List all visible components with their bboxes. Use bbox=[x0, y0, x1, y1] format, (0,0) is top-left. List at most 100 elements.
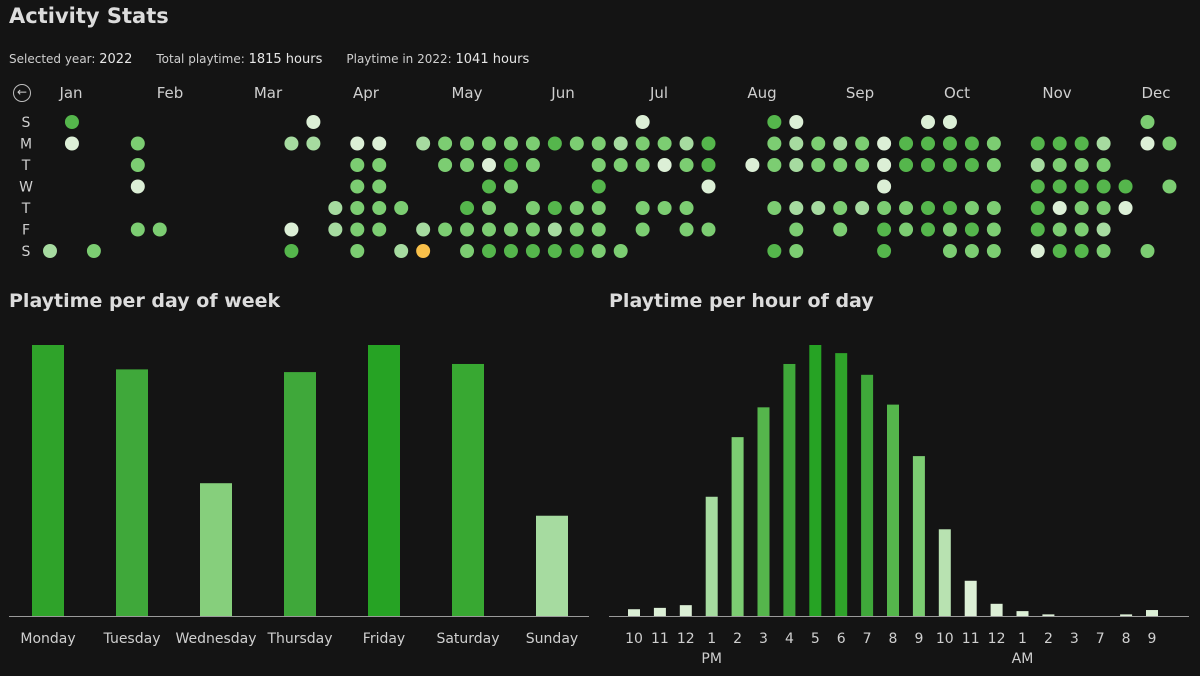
day-cell bbox=[591, 201, 606, 215]
day-cell bbox=[591, 136, 606, 151]
day-cell bbox=[547, 222, 562, 237]
day-cell bbox=[350, 222, 365, 237]
bar bbox=[887, 404, 899, 616]
day-cell bbox=[569, 201, 584, 215]
stats-row: Selected year: 2022 Total playtime: 1815… bbox=[9, 52, 529, 67]
hour-of-day-title: Playtime per hour of day bbox=[609, 290, 874, 312]
day-cell bbox=[1096, 201, 1111, 215]
x-tick-label: 5 bbox=[811, 631, 820, 647]
day-cell bbox=[1074, 222, 1089, 237]
day-cell bbox=[679, 201, 694, 215]
day-cell bbox=[986, 158, 1001, 172]
x-tick-label: 8 bbox=[1122, 631, 1131, 647]
month-label: Mar bbox=[254, 84, 283, 102]
day-cell bbox=[942, 158, 957, 172]
total-playtime-value: 1815 hours bbox=[248, 52, 323, 67]
x-tick-label: 2 bbox=[733, 631, 742, 647]
day-cell bbox=[372, 158, 387, 172]
day-cell bbox=[547, 244, 562, 258]
x-tick-label: 11 bbox=[962, 631, 980, 647]
day-cell bbox=[986, 201, 1001, 215]
x-tick-label: 1 bbox=[707, 631, 716, 647]
day-cell bbox=[679, 158, 694, 172]
selected-year-label: Selected year: bbox=[9, 52, 96, 66]
day-cell bbox=[525, 222, 540, 237]
x-tick-label: Friday bbox=[363, 631, 405, 647]
day-cell bbox=[591, 158, 606, 172]
day-cell bbox=[986, 222, 1001, 237]
day-cell bbox=[811, 136, 826, 151]
day-cell bbox=[460, 136, 475, 151]
bar bbox=[861, 374, 874, 616]
x-tick-label: 10 bbox=[625, 631, 643, 647]
day-cell bbox=[503, 222, 518, 237]
bar bbox=[1042, 614, 1055, 616]
day-cell bbox=[1030, 244, 1045, 258]
arrow-left-icon[interactable]: ← bbox=[13, 84, 31, 102]
day-cell bbox=[745, 158, 760, 172]
day-cell bbox=[525, 244, 540, 258]
year-playtime-stat: Playtime in 2022: 1041 hours bbox=[346, 52, 529, 67]
day-cell bbox=[701, 136, 716, 151]
day-cell bbox=[1052, 222, 1067, 237]
x-tick-label: Wednesday bbox=[175, 631, 256, 647]
day-cell bbox=[942, 201, 957, 215]
month-label: Oct bbox=[944, 84, 970, 102]
day-cell bbox=[547, 136, 562, 151]
month-label: Dec bbox=[1141, 84, 1170, 102]
bar bbox=[1016, 611, 1029, 616]
day-cell bbox=[701, 158, 716, 172]
day-cell bbox=[328, 201, 343, 215]
month-label: Jun bbox=[550, 84, 574, 102]
day-cell bbox=[1052, 201, 1067, 215]
day-cell bbox=[877, 158, 892, 172]
day-cell bbox=[482, 222, 496, 237]
day-cell bbox=[613, 136, 628, 151]
bar bbox=[964, 580, 977, 616]
bar bbox=[705, 496, 718, 616]
day-cell bbox=[372, 179, 387, 194]
day-cell bbox=[921, 201, 935, 215]
day-cell bbox=[833, 201, 848, 215]
x-tick-label: 4 bbox=[785, 631, 794, 647]
day-cell bbox=[899, 201, 914, 215]
hour-of-day-chart: 10 11 12 1 2 3 4 5 6 7 8 9 10 11 12 1 2 3 7 8 9PM AM bbox=[609, 345, 1189, 665]
day-cell bbox=[767, 115, 782, 129]
day-cell bbox=[1140, 136, 1155, 151]
day-cell bbox=[591, 244, 606, 258]
day-cell bbox=[1118, 179, 1133, 194]
bar bbox=[757, 407, 770, 616]
day-cell bbox=[986, 136, 1001, 151]
day-cell bbox=[350, 179, 365, 194]
day-cell bbox=[482, 244, 496, 258]
day-cell bbox=[657, 201, 672, 215]
day-cell bbox=[1030, 201, 1045, 215]
day-cell bbox=[877, 136, 892, 151]
day-cell bbox=[1074, 201, 1089, 215]
day-cell bbox=[284, 222, 299, 237]
selected-year-stat: Selected year: 2022 bbox=[9, 52, 132, 67]
x-tick-label: 2 bbox=[1044, 631, 1053, 647]
page-title: Activity Stats bbox=[9, 4, 169, 28]
day-cell bbox=[942, 244, 957, 258]
day-cell bbox=[635, 201, 650, 215]
day-cell bbox=[569, 222, 584, 237]
x-tick-label: 3 bbox=[1070, 631, 1079, 647]
day-cell bbox=[1140, 115, 1155, 129]
day-cell bbox=[1052, 136, 1067, 151]
day-cell bbox=[350, 158, 365, 172]
x-tick-label: 9 bbox=[914, 631, 923, 647]
day-cell bbox=[460, 158, 475, 172]
month-label: Feb bbox=[157, 84, 184, 102]
day-cell bbox=[503, 136, 518, 151]
day-cell bbox=[679, 136, 694, 151]
day-cell bbox=[86, 244, 101, 258]
day-cell bbox=[460, 222, 475, 237]
day-cell bbox=[855, 136, 870, 151]
day-cell bbox=[877, 201, 892, 215]
day-cell bbox=[569, 136, 584, 151]
weekday-label: M bbox=[20, 137, 32, 153]
month-label: Sep bbox=[846, 84, 874, 102]
day-cell bbox=[921, 222, 935, 237]
day-cell bbox=[130, 158, 145, 172]
